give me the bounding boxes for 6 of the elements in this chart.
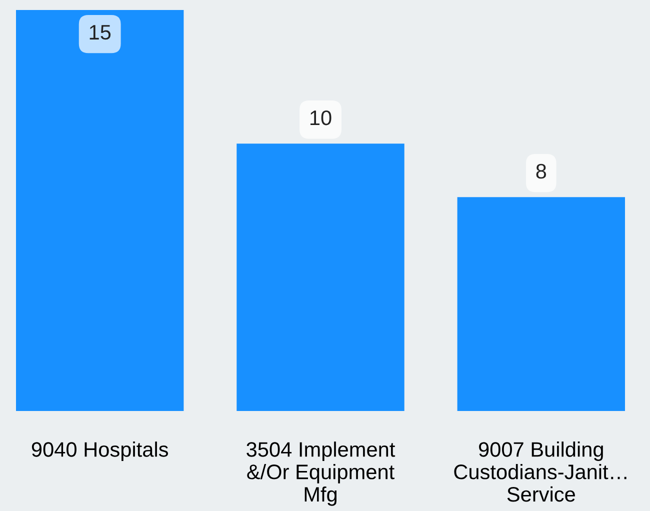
x-tick-label: 9040 Hospitals xyxy=(32,442,168,461)
x-tick-label: 3504 Implement &/Or Equipment Mfg xyxy=(246,442,396,506)
x-tick-label: 9007 Building Custodians-Janit… Service xyxy=(454,442,626,502)
data-label: 8 xyxy=(536,164,546,179)
data-label: 15 xyxy=(90,25,111,40)
data-label: 10 xyxy=(310,110,332,126)
